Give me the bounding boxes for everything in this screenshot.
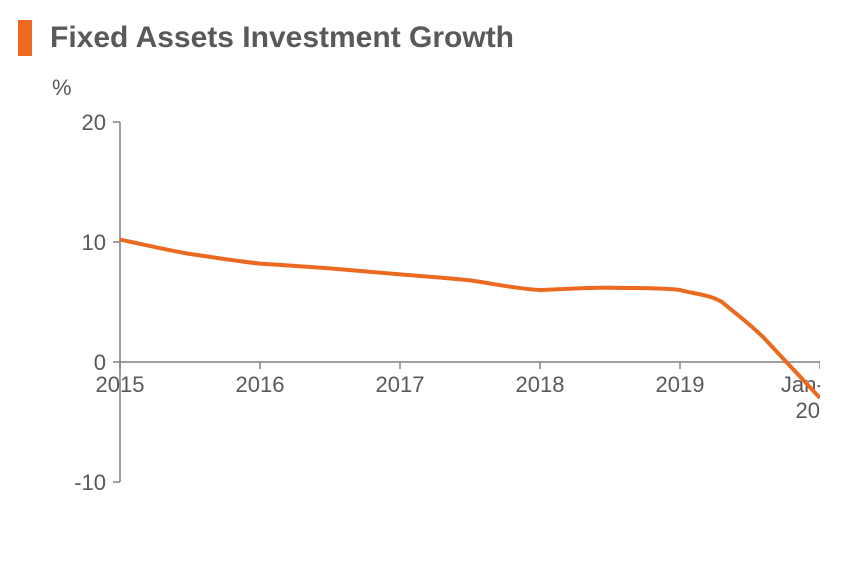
- y-tick-label: -10: [74, 470, 106, 495]
- data-line: [120, 240, 820, 398]
- chart-header: Fixed Assets Investment Growth: [0, 0, 860, 56]
- y-axis-unit: %: [52, 75, 72, 101]
- x-tick-label: 2019: [656, 372, 705, 397]
- x-tick-label: 2020: [796, 398, 820, 423]
- chart-svg: -1001020 20152016201720182019Jan-Jun2020: [60, 110, 820, 510]
- chart-title: Fixed Assets Investment Growth: [50, 21, 514, 55]
- y-tick-label: 10: [82, 230, 106, 255]
- x-tick-label: 2017: [376, 372, 425, 397]
- chart-area: -1001020 20152016201720182019Jan-Jun2020: [60, 110, 820, 510]
- accent-bar: [18, 20, 32, 56]
- x-axis: 20152016201720182019Jan-Jun2020: [96, 362, 820, 423]
- y-tick-label: 20: [82, 110, 106, 135]
- x-tick-label: 2015: [96, 372, 145, 397]
- x-tick-label: 2018: [516, 372, 565, 397]
- y-axis: -1001020: [74, 110, 120, 495]
- x-tick-label: 2016: [236, 372, 285, 397]
